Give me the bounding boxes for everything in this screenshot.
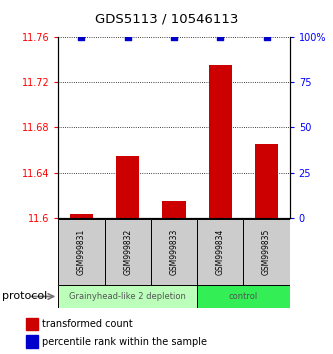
Point: [125, 34, 131, 40]
Bar: [58, 219, 105, 285]
Point: [218, 34, 223, 40]
Point: [79, 34, 84, 40]
Text: GSM999834: GSM999834: [216, 229, 225, 275]
Bar: [255, 144, 278, 218]
Bar: [26, 335, 38, 348]
Text: GDS5113 / 10546113: GDS5113 / 10546113: [95, 12, 238, 25]
Bar: [163, 201, 185, 218]
Bar: [151, 219, 197, 285]
Point: [171, 34, 176, 40]
Text: GSM999831: GSM999831: [77, 229, 86, 275]
Text: protocol: protocol: [2, 291, 47, 302]
Bar: [243, 219, 290, 285]
Text: GSM999832: GSM999832: [123, 229, 132, 275]
Text: transformed count: transformed count: [42, 319, 133, 329]
Text: control: control: [229, 292, 258, 301]
Bar: [197, 219, 243, 285]
Point: [264, 34, 269, 40]
Bar: [197, 285, 290, 308]
Text: Grainyhead-like 2 depletion: Grainyhead-like 2 depletion: [69, 292, 186, 301]
Bar: [209, 65, 232, 218]
Text: GSM999835: GSM999835: [262, 229, 271, 275]
Bar: [116, 156, 139, 218]
Bar: [58, 285, 197, 308]
Bar: [26, 318, 38, 330]
Bar: [105, 219, 151, 285]
Bar: [70, 214, 93, 218]
Text: percentile rank within the sample: percentile rank within the sample: [42, 337, 207, 347]
Text: GSM999833: GSM999833: [169, 229, 178, 275]
